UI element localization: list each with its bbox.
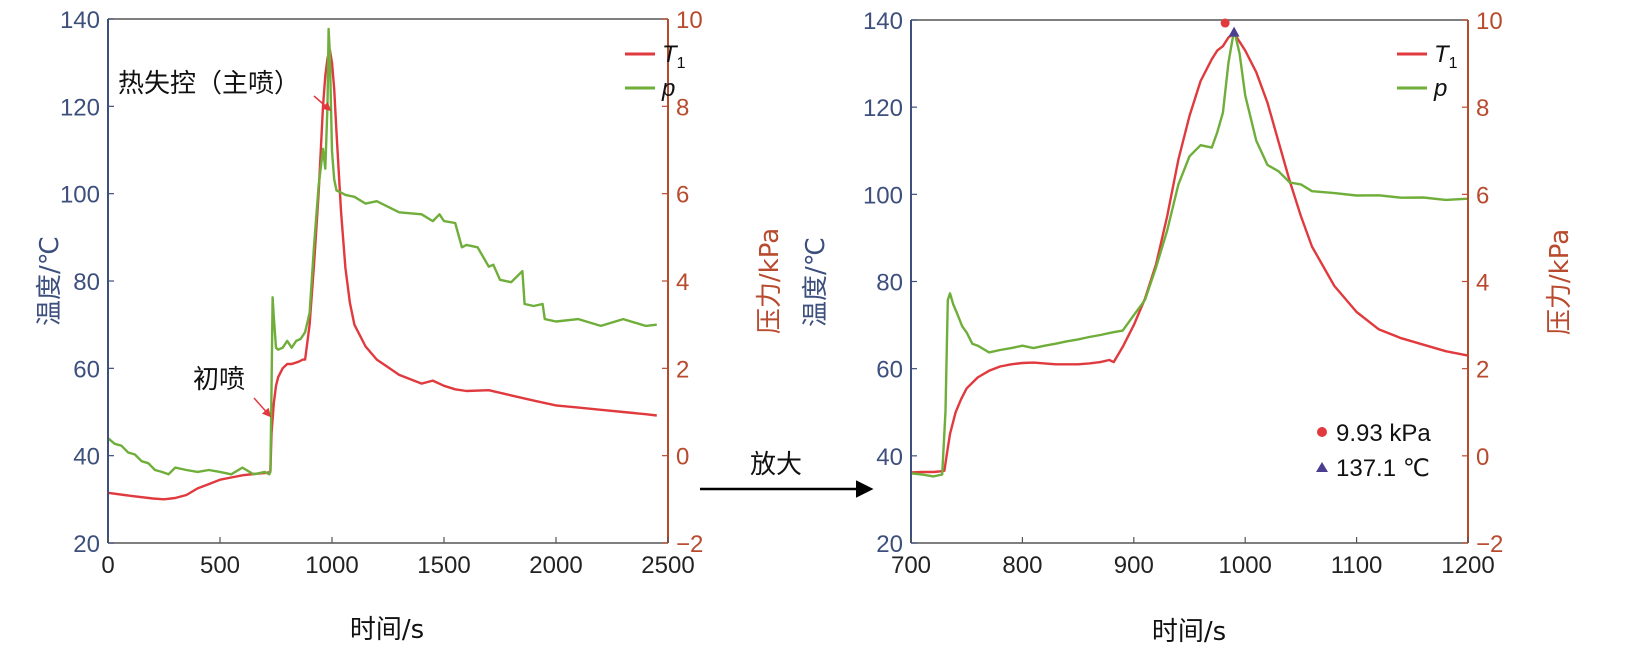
legend: T1 p bbox=[1397, 41, 1458, 102]
y-left-tick-label: 140 bbox=[60, 7, 100, 34]
x-tick-label: 1200 bbox=[1441, 552, 1494, 579]
annotation-initial-venting: 初喷 bbox=[193, 365, 245, 395]
x-tick-label: 1000 bbox=[305, 552, 358, 579]
y-left-tick-label: 80 bbox=[876, 270, 903, 297]
y-left-tick-label: 140 bbox=[863, 8, 903, 35]
x-tick-label: 700 bbox=[891, 552, 931, 579]
y-left-tick-label: 20 bbox=[73, 531, 100, 558]
y-axis-left-label: 温度/℃ bbox=[801, 237, 831, 327]
y-right-tick-label: 10 bbox=[1476, 8, 1503, 35]
y-right-tick-label: 6 bbox=[676, 182, 689, 209]
x-tick-label: 500 bbox=[200, 552, 240, 579]
x-axis-label: 时间/s bbox=[350, 615, 424, 645]
legend-label-p: p bbox=[661, 75, 675, 102]
x-tick-label: 0 bbox=[101, 552, 114, 579]
peak-marker-temperature bbox=[1228, 26, 1240, 37]
series-layer bbox=[107, 27, 657, 501]
y-left-tick-label: 120 bbox=[863, 95, 903, 122]
y-left-tick-label: 60 bbox=[73, 356, 100, 383]
legend-label-T1: T1 bbox=[1434, 41, 1458, 72]
y-right-tick-label: 4 bbox=[676, 269, 689, 296]
peak-markers bbox=[1220, 18, 1240, 37]
y-left-tick-label: 80 bbox=[73, 269, 100, 296]
y-right-tick-label: 2 bbox=[676, 356, 689, 383]
y-axis-right-label: 压力/kPa bbox=[1545, 229, 1575, 335]
legend: T1 p bbox=[625, 41, 686, 102]
zoom-arrow-label: 放大 bbox=[750, 450, 802, 480]
x-tick-label: 2000 bbox=[529, 552, 582, 579]
marker-legend: 9.93 kPa 137.1 ℃ bbox=[1316, 420, 1431, 482]
series-layer bbox=[910, 28, 1469, 478]
y-right-tick-label: 0 bbox=[1476, 444, 1489, 471]
marker-legend-pressure: 9.93 kPa bbox=[1336, 420, 1431, 447]
chart-left: 0 500 1000 1500 2000 2500 20 40 60 80 100 120 140 −2 0… bbox=[35, 7, 785, 645]
y-right-tick-label: 8 bbox=[1476, 95, 1489, 122]
tick-layer: 0 500 1000 1500 2000 2500 20 40 60 80 100 120 140 −2 0… bbox=[60, 7, 703, 579]
legend-label-p: p bbox=[1433, 75, 1447, 102]
y-left-tick-label: 100 bbox=[60, 182, 100, 209]
annotation-thermal-runaway: 热失控（主喷） bbox=[118, 69, 300, 99]
x-tick-label: 2500 bbox=[641, 552, 694, 579]
y-left-tick-label: 20 bbox=[876, 531, 903, 558]
marker-legend-triangle bbox=[1316, 462, 1328, 472]
marker-legend-circle bbox=[1317, 427, 1327, 437]
y-left-tick-label: 100 bbox=[863, 182, 903, 209]
y-axis-right-label: 压力/kPa bbox=[755, 228, 785, 334]
legend-label-T1: T1 bbox=[662, 41, 686, 72]
x-tick-label: 900 bbox=[1114, 552, 1154, 579]
y-right-tick-label: −2 bbox=[676, 531, 703, 558]
x-axis-label: 时间/s bbox=[1152, 617, 1226, 647]
x-tick-label: 1100 bbox=[1331, 552, 1383, 579]
series-line-p bbox=[107, 27, 657, 476]
y-left-tick-label: 60 bbox=[876, 357, 903, 384]
series-line-p bbox=[910, 28, 1469, 478]
peak-marker-pressure bbox=[1220, 18, 1230, 28]
series-line-T1 bbox=[107, 48, 657, 501]
y-left-tick-label: 40 bbox=[73, 444, 100, 471]
y-right-tick-label: 2 bbox=[1476, 357, 1489, 384]
chart-right: 700 800 900 1000 1100 120020406080100120140−2… bbox=[801, 8, 1575, 647]
y-axis-left-label: 温度/℃ bbox=[35, 236, 65, 326]
tick-layer: 700 800 900 1000 1100 120020406080100120140−2… bbox=[863, 8, 1503, 579]
y-left-tick-label: 40 bbox=[876, 444, 903, 471]
marker-legend-temperature: 137.1 ℃ bbox=[1336, 455, 1430, 482]
annotation-arrow-thermal-runaway bbox=[313, 95, 332, 112]
x-tick-label: 1000 bbox=[1219, 552, 1272, 579]
x-tick-label: 800 bbox=[1002, 552, 1042, 579]
y-right-tick-label: 0 bbox=[676, 444, 689, 471]
y-right-tick-label: 4 bbox=[1476, 270, 1489, 297]
y-right-tick-label: 10 bbox=[676, 7, 703, 34]
y-right-tick-label: 8 bbox=[676, 94, 689, 121]
y-right-tick-label: −2 bbox=[1476, 531, 1503, 558]
y-left-tick-label: 120 bbox=[60, 94, 100, 121]
x-tick-label: 1500 bbox=[417, 552, 470, 579]
series-line-T1 bbox=[910, 31, 1469, 474]
annotation-arrow-initial-venting bbox=[253, 397, 272, 418]
y-right-tick-label: 6 bbox=[1476, 182, 1489, 209]
